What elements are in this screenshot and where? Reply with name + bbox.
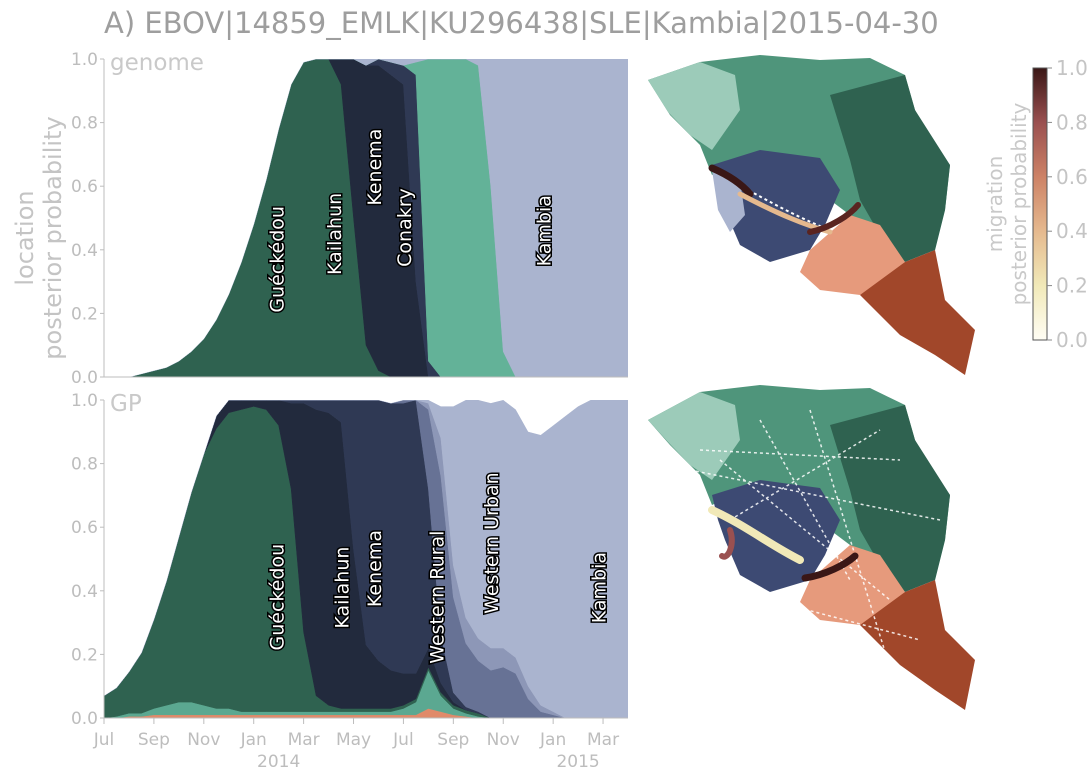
gp-label-kambia: Kambia [589,552,611,623]
map-genome [648,55,975,375]
y-axis-label-line1: location [11,190,39,285]
x-tick-label: Mar [288,730,320,750]
gp-label-kenema: Kenema [364,530,386,607]
map-genome-arrow-dark [708,164,754,198]
genome-y-tick-label: 0.2 [71,304,98,324]
map-gp-arrow-mid [719,527,735,560]
map-gp-routes [689,409,941,701]
x-tick-label: Nov [187,730,220,750]
colorbar-bar [1032,67,1048,341]
x-tick-label: Jul [93,730,115,750]
genome-y-tick-label: 0.8 [71,114,98,134]
gp-y-tick-label: 0.4 [71,582,98,602]
x-tick-label: Mar [587,730,619,750]
gp-panel: 0.0 0.2 0.4 0.6 0.8 1.0 Guéckédou Kailahun Kene… [71,391,628,729]
x-tick-label: May [336,730,371,750]
map-gp-south [800,545,905,625]
y-axis-label-line2: posterior probability [39,116,67,359]
colorbar-tick-label: 0.2 [1056,274,1088,298]
gp-area-kailahun [104,400,628,718]
genome-region-labels: Guéckédou Kailahun Kenema Conakry Kambia [265,127,557,314]
genome-label-kenema: Kenema [364,129,386,206]
gp-areas [104,400,628,718]
x-tick-label: Jan [539,730,566,750]
genome-label-kailahun: Kailahun [324,193,346,275]
colorbar-label-line1: migration [983,156,1007,253]
x-tick-label: Sep [138,730,170,750]
x-tick-label: Jan [240,730,267,750]
map-genome-south [800,215,905,295]
gp-y-tick-label: 0.0 [71,709,98,729]
colorbar-label: migration posterior probability [983,102,1031,305]
gp-y-tick-label: 0.8 [71,455,98,475]
gp-label-gu-ck-dou: Guéckédou [267,544,289,651]
genome-y-tick-label: 0.6 [71,177,98,197]
gp-y-tick-label: 0.2 [71,645,98,665]
genome-y-tick-label: 1.0 [71,50,98,70]
map-gp-northeast [830,405,950,592]
gp-area-remainder [104,400,628,696]
genome-label-gu-ck-dou: Guéckédou [267,206,289,313]
x-tick-label: Jul [392,730,414,750]
colorbar-ticks: 0.0 0.2 0.4 0.6 0.8 1.0 [1047,56,1088,352]
genome-areas [104,59,628,377]
x-tick-label: Sep [437,730,469,750]
gp-area-kambia [104,400,628,718]
colorbar-tick-label: 0.6 [1056,165,1088,189]
genome-y-ticks: 0.0 0.2 0.4 0.6 0.8 1.0 [71,50,104,388]
map-genome-northeast [830,75,950,262]
map-gp-southeast [860,580,975,710]
genome-panel: 0.0 0.2 0.4 0.6 0.8 1.0 Guéckédou Kailahun Kene… [71,50,628,388]
map-gp-west-coast [648,392,740,480]
colorbar-tick-label: 0.0 [1056,328,1088,352]
genome-label-kambia: Kambia [534,195,556,266]
x-year-label: 2015 [556,752,599,772]
gp-y-tick-label: 1.0 [71,391,98,411]
genome-label-conakry: Conakry [394,188,416,267]
colorbar-tick-label: 1.0 [1056,56,1088,80]
genome-area-kambia [104,59,628,377]
map-genome-arrow-dark2 [807,202,861,235]
figure-title: A) EBOV|14859_EMLK|KU296438|SLE|Kambia|2… [104,6,939,40]
map-gp-arrow-light [708,506,804,564]
y-axis-label: location posterior probability [11,116,67,359]
gp-label-western-urban: Western Urban [481,472,503,613]
gp-area-kenema [104,400,628,718]
map-gp-arrow-dark [801,552,859,582]
genome-y-tick-label: 0.0 [71,368,98,388]
map-gp-west [712,480,840,592]
colorbar-tick-label: 0.4 [1056,219,1088,243]
gp-region-labels: Guéckédou Kailahun Kenema Western Rural West… [265,471,612,665]
genome-panel-label: genome [110,50,204,76]
map-genome-west-coast [648,62,740,150]
gp-y-tick-label: 0.6 [71,518,98,538]
map-gp [648,385,975,710]
genome-area-remainder [104,59,628,377]
gp-label-kailahun: Kailahun [332,547,354,629]
x-tick-label: Nov [487,730,520,750]
genome-y-tick-label: 0.4 [71,241,98,261]
gp-y-ticks: 0.0 0.2 0.4 0.6 0.8 1.0 [71,391,104,729]
gp-panel-label: GP [110,391,142,417]
map-genome-route1 [711,169,831,231]
map-genome-southeast [860,250,975,375]
colorbar: 0.0 0.2 0.4 0.6 0.8 1.0 migration posterior p… [983,56,1088,352]
colorbar-tick-label: 0.8 [1056,110,1088,134]
x-year-label: 2014 [257,752,300,772]
colorbar-label-line2: posterior probability [1007,102,1031,305]
gp-label-western-rural: Western Rural [426,531,448,664]
